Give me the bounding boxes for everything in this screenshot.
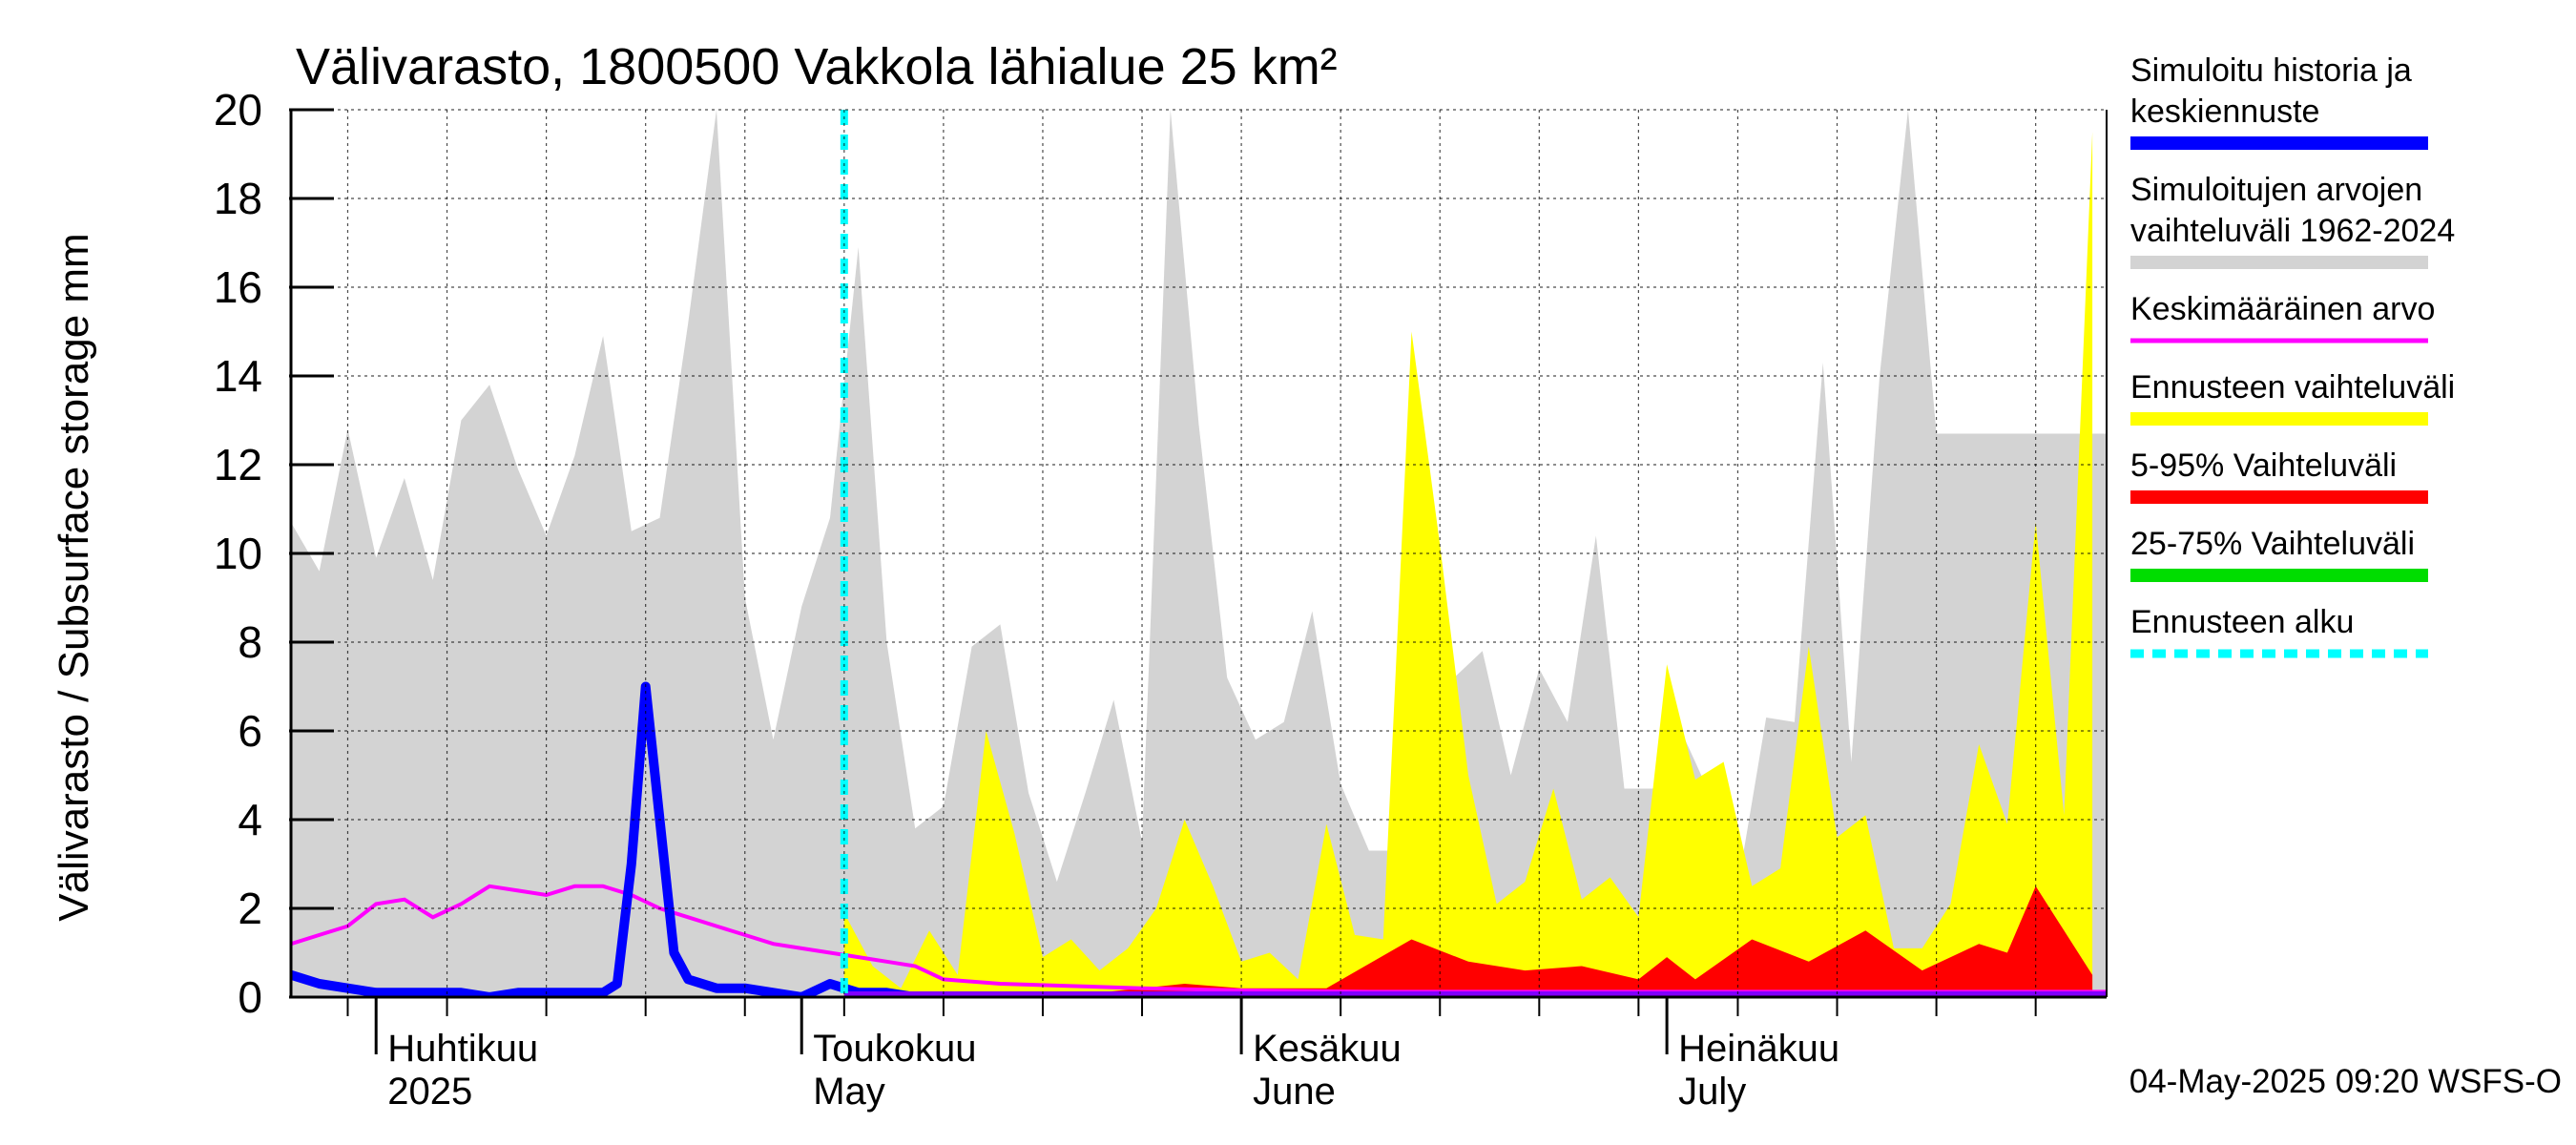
- y-tick-label: 2: [238, 884, 262, 933]
- legend-item: Keskimääräinen arvo: [2130, 291, 2435, 344]
- y-tick-label: 18: [214, 174, 262, 223]
- series-5-95-range: [843, 885, 2093, 997]
- x-month-label-en: May: [813, 1071, 885, 1113]
- chart-title: Välivarasto, 1800500 Vakkola lähialue 25…: [296, 38, 1338, 95]
- legend-item: Ennusteen vaihteluväli: [2130, 369, 2455, 426]
- series-forecast-range: [843, 132, 2093, 997]
- legend-label: Simuloitu historia ja: [2130, 52, 2412, 89]
- footer-timestamp: 04-May-2025 09:20 WSFS-O: [2129, 1063, 2562, 1100]
- y-tick-label: 8: [238, 617, 262, 667]
- x-month-label-fi: Huhtikuu: [387, 1028, 538, 1070]
- legend-label: 5-95% Vaihteluväli: [2130, 448, 2397, 484]
- legend-label: Simuloitujen arvojen: [2130, 172, 2422, 208]
- grid: [291, 109, 2107, 998]
- legend-item: 5-95% Vaihteluväli: [2130, 448, 2428, 504]
- x-month-label-fi: Heinäkuu: [1678, 1028, 1839, 1070]
- x-month-label-en: 2025: [387, 1071, 472, 1113]
- series-mean-line: [291, 884, 2107, 994]
- plot-layers: [291, 110, 2107, 997]
- x-month-label-en: June: [1253, 1071, 1336, 1113]
- legend-item: 25-75% Vaihteluväli: [2130, 526, 2428, 582]
- legend-label: Ennusteen vaihteluväli: [2130, 369, 2455, 406]
- y-tick-label: 0: [238, 972, 262, 1022]
- y-tick-label: 6: [238, 706, 262, 756]
- legend-label: Ennusteen alku: [2130, 604, 2354, 640]
- x-month-label-fi: Kesäkuu: [1253, 1028, 1402, 1070]
- y-tick-label: 20: [214, 85, 262, 135]
- y-tick-label: 10: [214, 529, 262, 578]
- y-axis-label: Välivarasto / Subsurface storage mm: [51, 233, 97, 921]
- legend: Simuloitu historia jakeskiennusteSimuloi…: [2130, 52, 2455, 658]
- legend-label: Keskimääräinen arvo: [2130, 291, 2435, 327]
- legend-label: keskiennuste: [2130, 94, 2319, 130]
- legend-item: Simuloitu historia ja keskiennuste: [2130, 52, 2428, 150]
- legend-item: Ennusteen alku: [2130, 604, 2428, 658]
- series-history-line: [291, 681, 2107, 997]
- legend-item: Simuloitujen arvojen vaihteluväli 1962-20…: [2130, 172, 2455, 269]
- legend-label: vaihteluväli 1962-2024: [2130, 213, 2455, 249]
- x-month-label-fi: Toukokuu: [813, 1028, 976, 1070]
- y-tick-label: 14: [214, 351, 262, 401]
- y-tick-label: 16: [214, 262, 262, 312]
- series-range-1962-2024: [291, 110, 2107, 997]
- y-tick-label: 12: [214, 440, 262, 489]
- y-tick-label: 4: [238, 795, 262, 844]
- x-month-label-en: July: [1678, 1071, 1746, 1113]
- legend-label: 25-75% Vaihteluväli: [2130, 526, 2415, 562]
